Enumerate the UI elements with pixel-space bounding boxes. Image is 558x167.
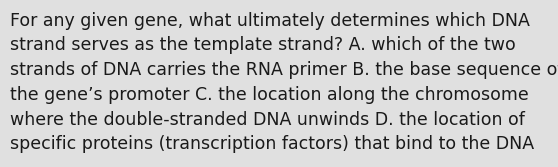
- Text: specific proteins (transcription factors) that bind to the DNA: specific proteins (transcription factors…: [10, 135, 534, 153]
- Text: strand serves as the template strand? A. which of the two: strand serves as the template strand? A.…: [10, 36, 516, 54]
- Text: strands of DNA carries the RNA primer B. the base sequence of: strands of DNA carries the RNA primer B.…: [10, 61, 558, 79]
- Text: the gene’s promoter C. the location along the chromosome: the gene’s promoter C. the location alon…: [10, 86, 529, 104]
- Text: where the double-stranded DNA unwinds D. the location of: where the double-stranded DNA unwinds D.…: [10, 111, 525, 129]
- Text: For any given gene, what ultimately determines which DNA: For any given gene, what ultimately dete…: [10, 12, 530, 30]
